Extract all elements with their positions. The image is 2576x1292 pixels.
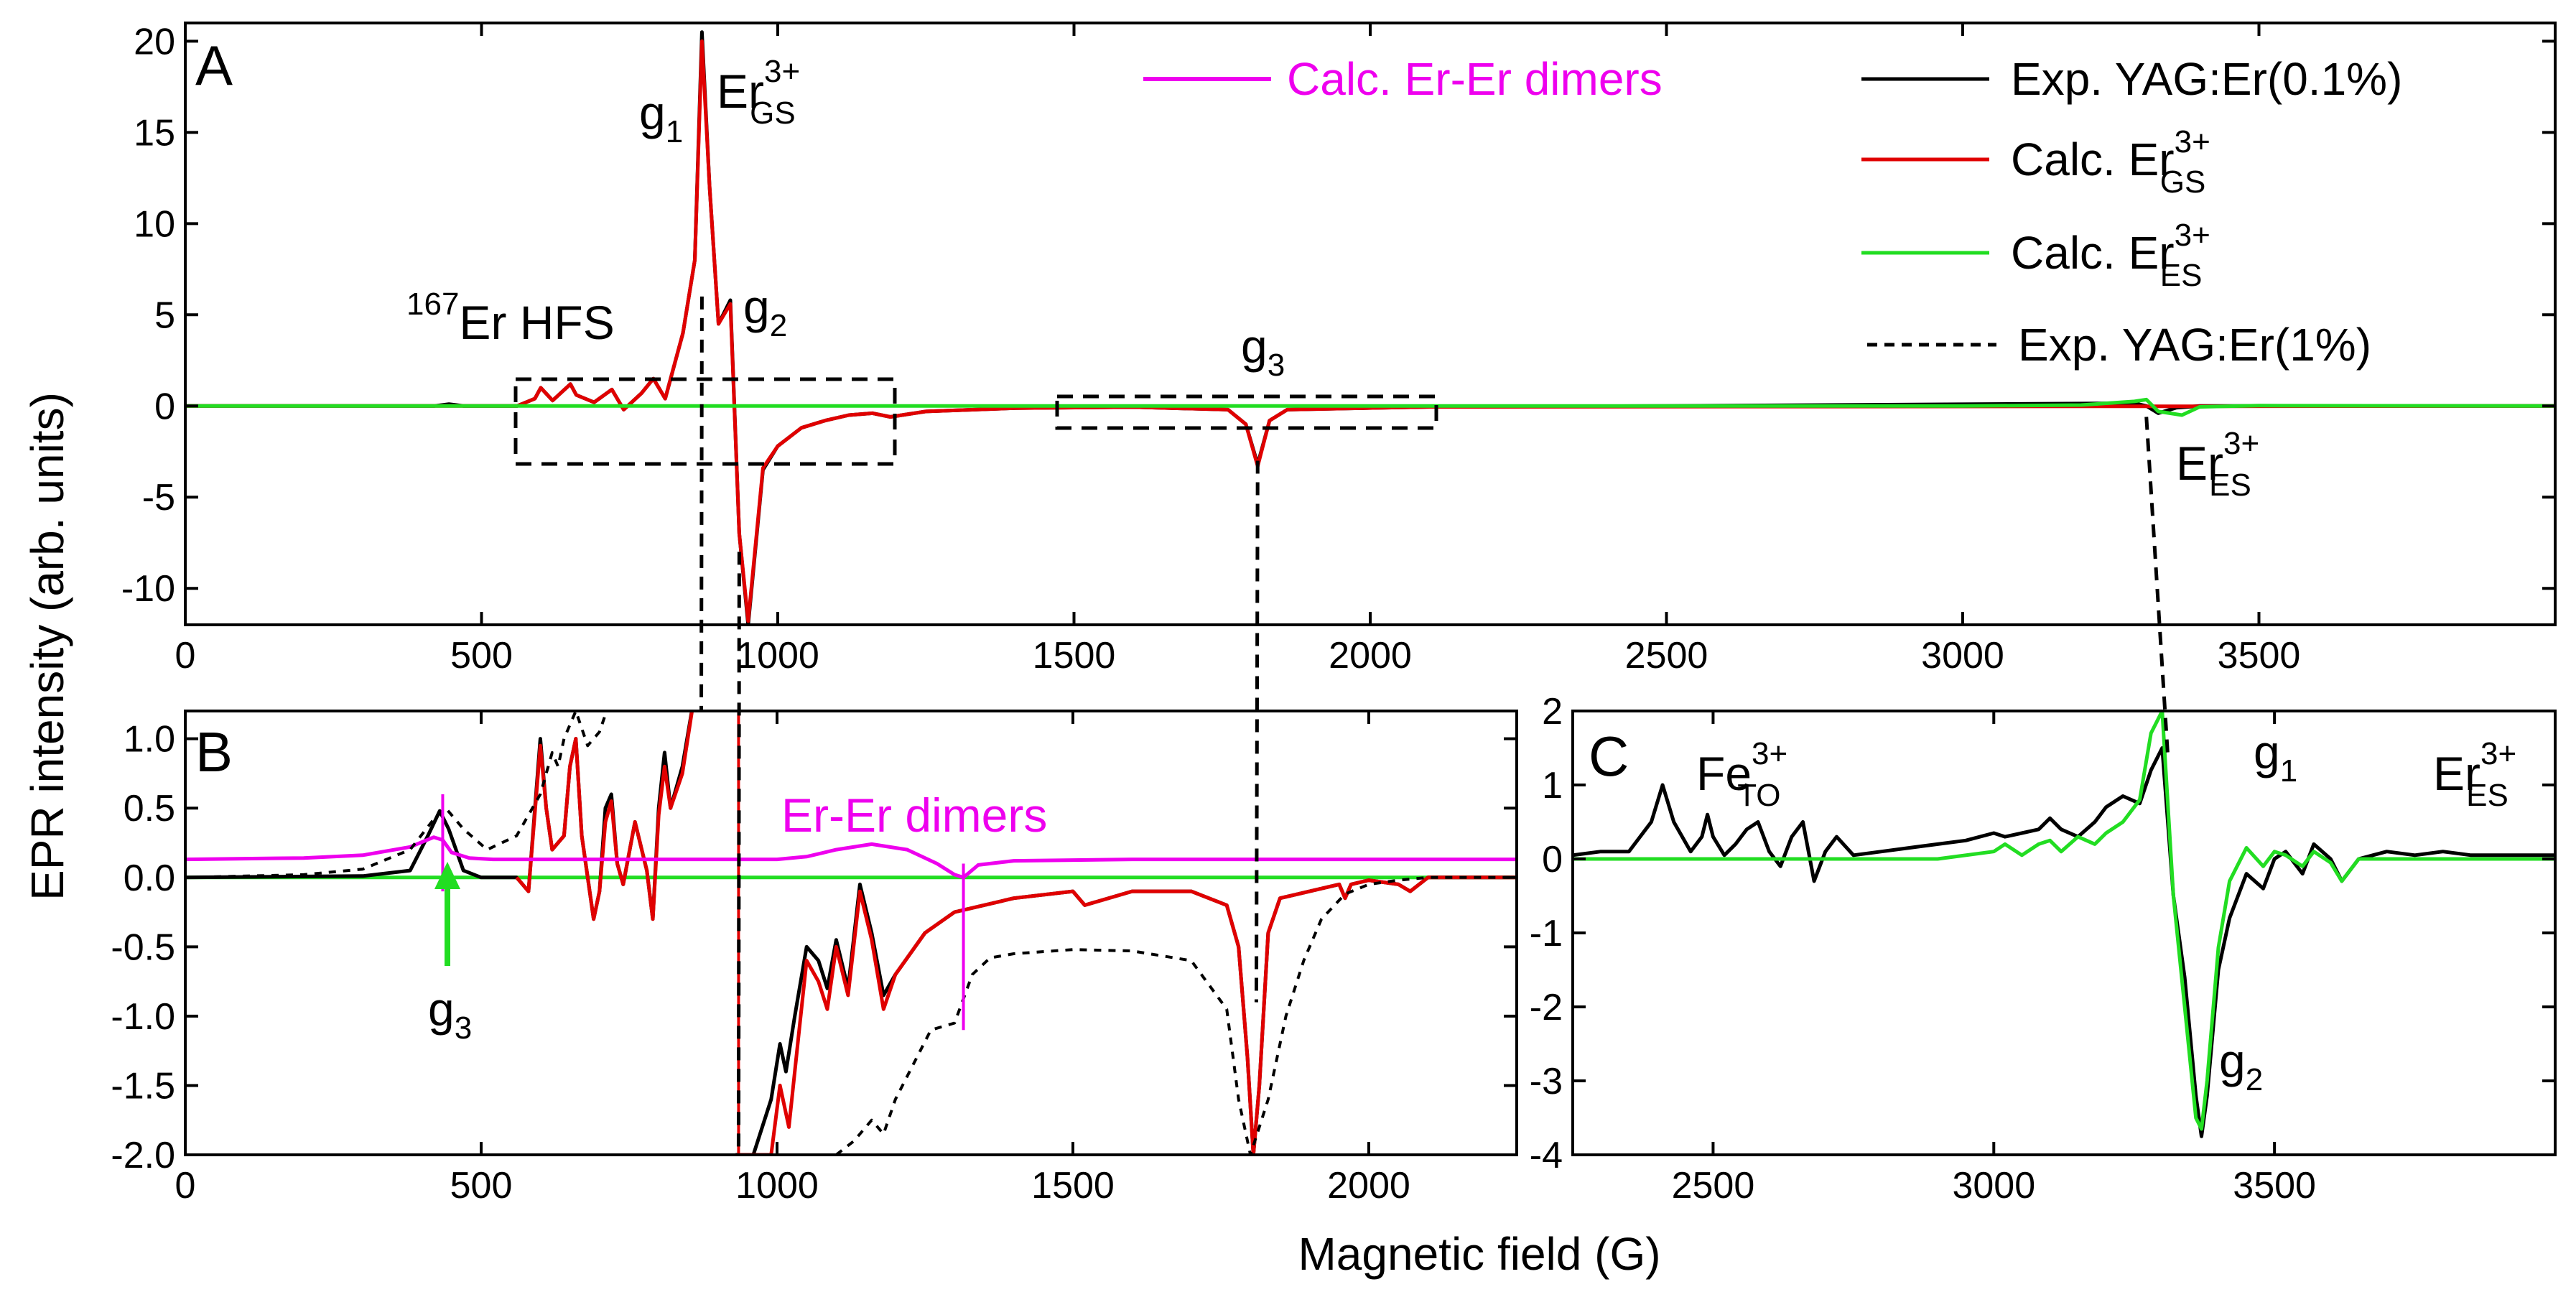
arrow-up-icon [434, 862, 460, 966]
legend-exp01: Exp. YAG:Er(0.1%) [1861, 53, 2402, 105]
xtick-label-a-4: 2000 [1329, 635, 1412, 677]
xtick-label-a-1: 500 [450, 635, 513, 677]
legend-dimers: Calc. Er-Er dimers [1143, 53, 1663, 105]
ytick-label-a-3: 5 [154, 294, 175, 336]
legend-exp1-text: Exp. YAG:Er(1%) [2018, 319, 2371, 371]
ytick-label-b-2: -1.0 [111, 996, 175, 1038]
guide-line-2 [1254, 460, 1260, 1003]
panel-c: 2500 3000 3500 -4 -3 -2 -1 0 1 2 C Fe3+ TO g1 g2 E… [1530, 691, 2557, 1207]
ytick-label-b-1: -1.5 [111, 1065, 175, 1107]
ytick-label-b-3: -0.5 [111, 926, 175, 968]
legend-calc-gs: Calc. Er3+ GS [1861, 124, 2210, 200]
x-axis-title: Magnetic field (G) [1298, 1228, 1660, 1280]
xtick-label-a-2: 1000 [736, 635, 819, 677]
ytick-label-c-3: -1 [1530, 913, 1563, 954]
ytick-label-a-6: 20 [134, 21, 175, 62]
guide-line-3 [2144, 417, 2170, 756]
xtick-label-c-1: 3000 [1952, 1165, 2035, 1207]
panel-c-fe: Fe3+ TO [1696, 736, 1787, 813]
panel-c-letter: C [1589, 725, 1629, 788]
panel-a-hfs: 167Er HFS [406, 287, 615, 349]
ytick-label-a-5: 15 [134, 112, 175, 154]
legend-exp1: Exp. YAG:Er(1%) [1867, 319, 2371, 371]
panel-a-g3: g3 [1241, 320, 1285, 383]
xtick-label-b-1: 500 [450, 1165, 513, 1207]
ytick-label-a-0: -10 [121, 568, 175, 610]
xtick-label-a-3: 1500 [1033, 635, 1116, 677]
ytick-label-b-6: 1.0 [124, 719, 175, 761]
legend-calc-es-text: Calc. Er3+ ES [2011, 218, 2210, 293]
panel-c-eres: Er3+ ES [2433, 736, 2516, 813]
ytick-label-a-2: 0 [154, 386, 175, 427]
xtick-label-b-3: 1500 [1031, 1165, 1115, 1207]
series-b-3 [738, 875, 1517, 1155]
xtick-label-c-2: 3500 [2233, 1165, 2316, 1207]
y-axis-title: EPR intensity (arb. units) [22, 392, 73, 901]
xtick-label-b-4: 2000 [1327, 1165, 1410, 1207]
panel-c-g1: g1 [2254, 725, 2297, 789]
panel-a-ergs: Er3+ GS [717, 54, 800, 131]
panel-a: 0 500 1000 1500 2000 2500 3000 3500 -10 -5 0 5 10 15 2… [121, 21, 2557, 677]
panel-a-letter: A [195, 34, 233, 97]
ytick-label-b-4: 0.0 [124, 858, 175, 899]
series-a-2 [185, 397, 2555, 417]
xtick-label-a-7: 3500 [2218, 635, 2301, 677]
ytick-label-b-0: -2.0 [111, 1135, 175, 1176]
legend-dimers-text: Calc. Er-Er dimers [1287, 53, 1663, 105]
panel-a-eres: Er3+ ES [2176, 426, 2259, 503]
legend-calc-gs-text: Calc. Er3+ GS [2011, 124, 2210, 200]
panel-b-g3: g3 [428, 982, 472, 1046]
ytick-label-a-4: 10 [134, 203, 175, 245]
panel-b: 0 500 1000 1500 2000 -2.0 -1.5 -1.0 -0.5 0.0 0.5 1.… [111, 710, 1518, 1207]
xtick-label-c-0: 2500 [1672, 1165, 1755, 1207]
ytick-label-c-6: 2 [1542, 691, 1563, 733]
ytick-label-a-1: -5 [142, 477, 175, 519]
series-b-2 [515, 711, 694, 921]
xtick-label-b-2: 1000 [735, 1165, 819, 1207]
ytick-label-c-0: -4 [1530, 1135, 1563, 1176]
ytick-label-c-5: 1 [1542, 765, 1563, 807]
series-b-5 [185, 711, 608, 879]
zoom-box-g3 [1055, 394, 1438, 430]
ytick-label-c-4: 0 [1542, 839, 1563, 880]
zoom-box-hfs [513, 377, 897, 466]
series-a-1 [185, 39, 2555, 623]
panel-a-g1: g1 [639, 86, 683, 149]
series-c-1 [1573, 711, 2555, 1131]
panel-b-dimers-label: Er-Er dimers [781, 789, 1047, 842]
guide-line-1 [736, 552, 741, 1156]
panel-b-letter: B [195, 720, 233, 784]
series-b-4 [185, 835, 1517, 880]
panel-b-frame [184, 710, 1518, 1156]
panel-a-g2: g2 [743, 280, 787, 343]
series-c-0 [1573, 746, 2555, 1138]
ytick-label-b-5: 0.5 [124, 788, 175, 829]
ytick-label-c-2: -2 [1530, 987, 1563, 1028]
panel-c-g2: g2 [2219, 1034, 2263, 1097]
guide-lines [699, 296, 2170, 1156]
xtick-label-b-0: 0 [175, 1165, 196, 1207]
legend-exp01-text: Exp. YAG:Er(0.1%) [2011, 53, 2402, 105]
xtick-label-a-6: 3000 [1921, 635, 2004, 677]
ytick-label-c-1: -3 [1530, 1061, 1563, 1102]
legend-calc-es: Calc. Er3+ ES [1861, 218, 2210, 293]
series-b-1 [735, 875, 1517, 1155]
series-b-6 [835, 875, 1517, 1155]
xtick-label-a-0: 0 [175, 635, 196, 677]
xtick-label-a-5: 2500 [1625, 635, 1708, 677]
